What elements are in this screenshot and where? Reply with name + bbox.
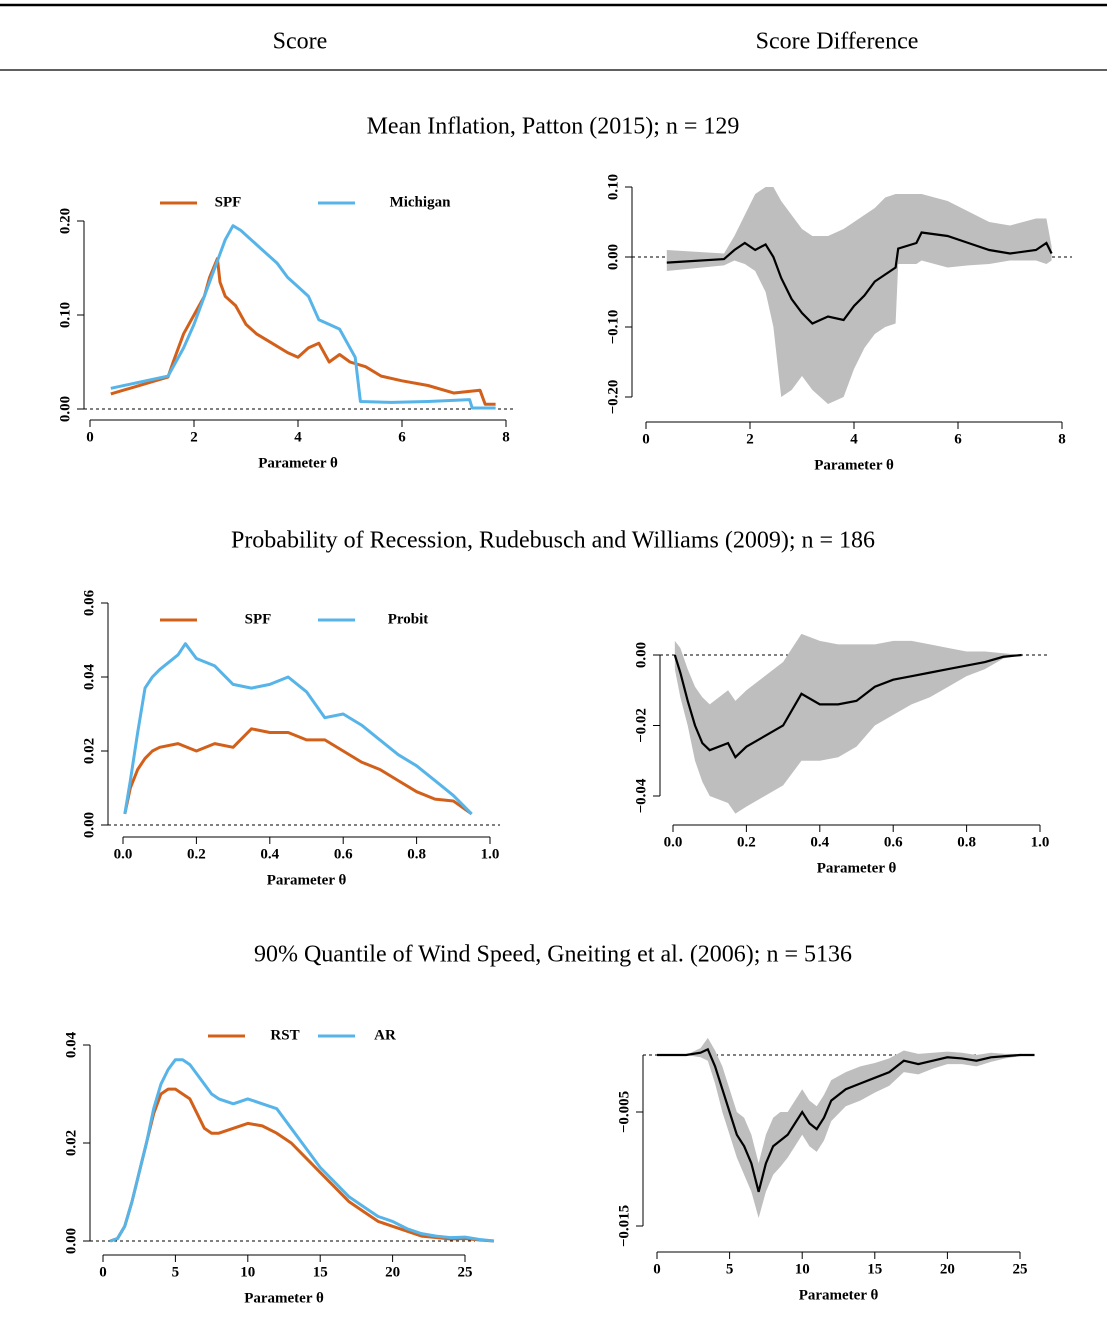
x-tick-label: 5: [172, 1264, 180, 1280]
difference-line: [666, 231, 1053, 325]
y-tick-label: −0.015: [616, 1205, 632, 1247]
y-tick-label: 0.00: [81, 812, 97, 838]
x-axis-label: Parameter θ: [267, 872, 347, 888]
legend-label: AR: [374, 1027, 396, 1043]
x-tick-label: 1.0: [481, 846, 500, 862]
x-tick-label: 6: [954, 431, 962, 447]
y-tick-label: 0.00: [605, 244, 621, 270]
x-tick-label: 2: [190, 429, 198, 445]
y-tick-label: 0.00: [633, 642, 649, 668]
x-tick-label: 0.4: [260, 846, 279, 862]
legend-label: Probit: [388, 611, 429, 627]
series-line: [110, 224, 496, 410]
difference-line: [657, 1047, 1035, 1193]
y-tick-label: −0.20: [605, 380, 621, 415]
x-tick-label: 0.6: [884, 834, 903, 850]
x-tick-label: 0.0: [114, 846, 133, 862]
panel-title: Probability of Recession, Rudebusch and …: [231, 528, 875, 554]
column-header: Score: [273, 29, 328, 55]
x-tick-label: 8: [502, 429, 510, 445]
x-tick-label: 0.8: [957, 834, 976, 850]
x-tick-label: 4: [850, 431, 858, 447]
y-tick-label: 0.00: [57, 396, 73, 422]
confidence-band: [674, 633, 1022, 814]
x-tick-label: 0.4: [810, 834, 829, 850]
x-axis-label: Parameter θ: [258, 455, 338, 471]
y-tick-label: −0.04: [633, 778, 649, 813]
panel-title: 90% Quantile of Wind Speed, Gneiting et …: [254, 942, 852, 968]
x-tick-label: 25: [1013, 1261, 1028, 1277]
x-axis-label: Parameter θ: [817, 860, 897, 876]
confidence-band: [666, 187, 1052, 404]
legend-label: SPF: [245, 611, 272, 627]
y-tick-label: 0.00: [63, 1228, 79, 1254]
x-tick-label: 0: [86, 429, 94, 445]
x-tick-label: 10: [795, 1261, 810, 1277]
confidence-band: [657, 1037, 1035, 1219]
legend-label: Michigan: [390, 194, 451, 210]
x-tick-label: 6: [398, 429, 406, 445]
x-axis-label: Parameter θ: [814, 457, 894, 473]
legend-label: SPF: [215, 194, 242, 210]
y-tick-label: −0.10: [605, 310, 621, 345]
x-tick-label: 2: [746, 431, 754, 447]
y-tick-label: 0.10: [605, 174, 621, 200]
y-tick-label: 0.02: [63, 1130, 79, 1156]
y-tick-label: 0.04: [81, 663, 97, 690]
y-tick-label: −0.02: [633, 708, 649, 743]
y-tick-label: 0.06: [81, 589, 97, 616]
x-tick-label: 0.2: [737, 834, 756, 850]
x-tick-label: 20: [385, 1264, 400, 1280]
x-tick-label: 4: [294, 429, 302, 445]
x-tick-label: 0: [99, 1264, 107, 1280]
y-tick-label: 0.02: [81, 738, 97, 764]
series-line: [123, 727, 473, 816]
series-line: [109, 1058, 495, 1243]
x-axis-label: Parameter θ: [799, 1287, 879, 1303]
x-axis-label: Parameter θ: [244, 1290, 324, 1306]
y-tick-label: 0.04: [63, 1031, 79, 1058]
x-tick-label: 0.6: [334, 846, 353, 862]
x-tick-label: 15: [867, 1261, 882, 1277]
x-tick-label: 8: [1058, 431, 1066, 447]
x-tick-label: 25: [458, 1264, 473, 1280]
y-tick-label: 0.10: [57, 302, 73, 328]
series-line: [123, 642, 473, 815]
x-tick-label: 1.0: [1031, 834, 1050, 850]
x-tick-label: 0.0: [664, 834, 683, 850]
x-tick-label: 10: [240, 1264, 255, 1280]
y-tick-label: −0.005: [616, 1091, 632, 1133]
difference-line: [673, 653, 1022, 760]
series-line: [110, 257, 496, 406]
column-header: Score Difference: [756, 29, 919, 55]
y-tick-label: 0.20: [57, 208, 73, 234]
x-tick-label: 20: [940, 1261, 955, 1277]
x-tick-label: 15: [313, 1264, 328, 1280]
x-tick-label: 0: [642, 431, 650, 447]
panel-title: Mean Inflation, Patton (2015); n = 129: [367, 114, 740, 140]
x-tick-label: 0.8: [407, 846, 426, 862]
legend-label: RST: [270, 1027, 299, 1043]
x-tick-label: 5: [726, 1261, 734, 1277]
series-line: [109, 1087, 495, 1243]
x-tick-label: 0: [653, 1261, 661, 1277]
x-tick-label: 0.2: [187, 846, 206, 862]
